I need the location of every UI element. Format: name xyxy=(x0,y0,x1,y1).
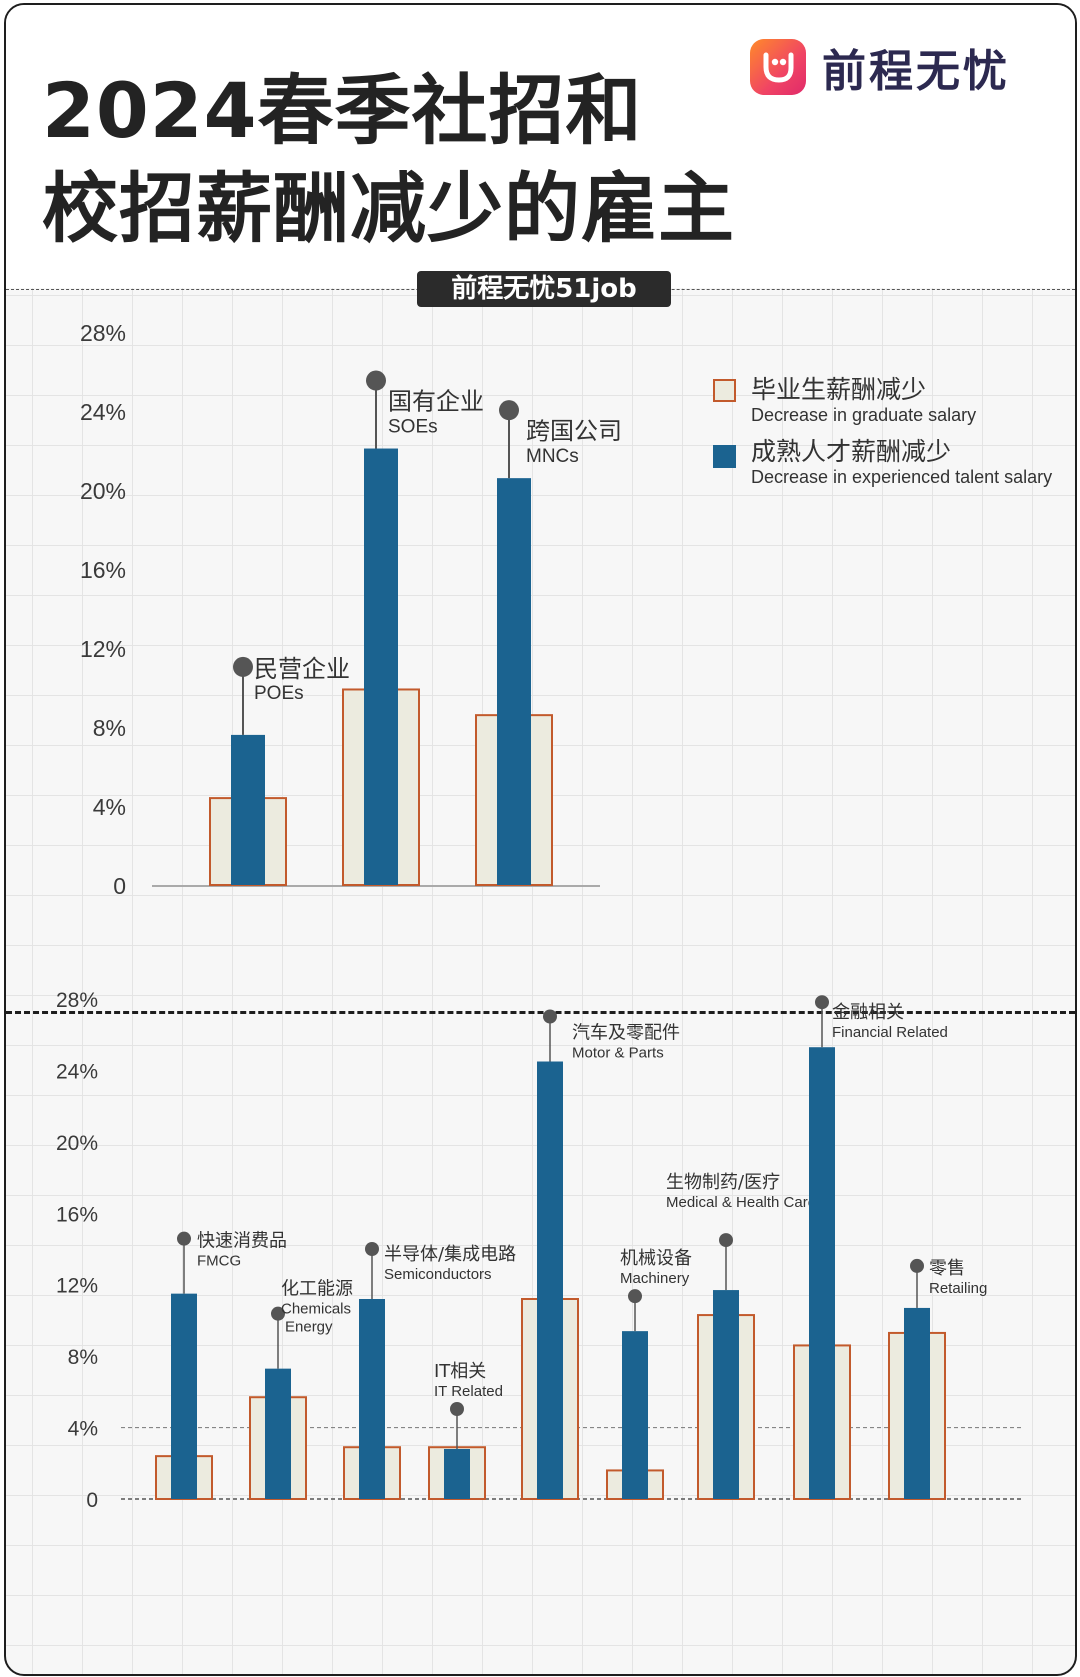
title-line-1: 2024春季社招和 xyxy=(42,66,643,155)
bar-experienced xyxy=(364,448,398,885)
infographic-frame: 2024春季社招和 校招薪酬减少的雇主 前程无忧 前程无忧51job 0 4% 8%… xyxy=(4,3,1077,1676)
category-label-cn: 快速消费品 xyxy=(197,1231,287,1252)
legend-swatch-graduate xyxy=(713,379,736,402)
marker-dot xyxy=(450,1402,464,1416)
y-tick-label: 4% xyxy=(93,794,126,820)
y-tick-label: 16% xyxy=(80,557,126,583)
category-label-en: Medical & Health Care xyxy=(666,1194,816,1211)
divider-middle xyxy=(6,1011,1075,1014)
category-label-cn: 化工能源 xyxy=(281,1279,353,1300)
y-tick-label: 0 xyxy=(113,873,126,899)
y-tick-label: 24% xyxy=(80,399,126,425)
category-label-en: Semiconductors xyxy=(384,1266,492,1283)
category-label-cn: 零售 xyxy=(929,1258,965,1279)
category-label-cn: 机械设备 xyxy=(620,1248,692,1269)
category-label-en: Retailing xyxy=(929,1280,987,1297)
marker-dot xyxy=(815,995,829,1010)
category-label-en: MNCs xyxy=(526,446,579,467)
bar-experienced xyxy=(359,1299,385,1499)
legend-swatch-experienced xyxy=(713,445,736,468)
bar-experienced xyxy=(904,1307,930,1499)
y-tick-label: 20% xyxy=(56,1132,98,1155)
legend-label-en: Decrease in experienced talent salary xyxy=(751,467,1052,487)
category-label-cn: 跨国公司 xyxy=(526,417,622,445)
marker-dot xyxy=(177,1231,191,1246)
bar-experienced xyxy=(444,1449,470,1499)
y-tick-label: 28% xyxy=(56,989,98,1012)
bar-experienced xyxy=(171,1293,197,1499)
y-tick-label: 12% xyxy=(56,1275,98,1298)
marker-dot xyxy=(233,656,253,677)
y-tick-label: 8% xyxy=(68,1346,98,1369)
category-label-cn: 金融相关 xyxy=(832,1002,904,1023)
bar-experienced xyxy=(265,1368,291,1499)
category-label-cn: IT相关 xyxy=(434,1361,486,1382)
category-label-cn: 半导体/集成电路 xyxy=(384,1244,516,1265)
bar-experienced xyxy=(809,1047,835,1499)
marker-dot xyxy=(366,370,386,391)
category-label-cn: 民营企业 xyxy=(254,655,350,683)
bar-experienced xyxy=(497,478,531,885)
bar-experienced xyxy=(537,1061,563,1499)
category-label-en: Chemicals Energy xyxy=(281,1301,351,1336)
category-label-en: Motor & Parts xyxy=(572,1045,664,1062)
y-tick-label: 4% xyxy=(68,1418,98,1441)
marker-dot xyxy=(499,400,519,421)
y-tick-label: 28% xyxy=(80,320,126,346)
marker-dot xyxy=(271,1306,285,1321)
bar-experienced xyxy=(622,1331,648,1499)
bar-experienced xyxy=(713,1290,739,1499)
category-label-en: IT Related xyxy=(434,1383,503,1400)
category-label-cn: 生物制药/医疗 xyxy=(666,1172,780,1193)
marker-dot xyxy=(719,1233,733,1248)
source-tag: 前程无忧51job xyxy=(417,271,671,307)
y-tick-label: 24% xyxy=(56,1060,98,1083)
bar-experienced xyxy=(231,734,265,885)
category-label-en: POEs xyxy=(254,683,304,704)
marker-dot xyxy=(910,1258,924,1273)
marker-dot xyxy=(543,1009,557,1024)
category-label-en: SOEs xyxy=(388,417,438,438)
category-label-cn: 汽车及零配件 xyxy=(572,1023,680,1044)
y-tick-label: 12% xyxy=(80,636,126,662)
y-tick-label: 16% xyxy=(56,1203,98,1226)
marker-dot xyxy=(628,1289,642,1304)
marker-dot xyxy=(365,1242,379,1256)
y-tick-label: 0 xyxy=(86,1489,98,1512)
legend-label-en: Decrease in graduate salary xyxy=(751,405,976,425)
brand-logo: 前程无忧 xyxy=(750,35,1010,99)
y-tick-label: 20% xyxy=(80,478,126,504)
legend-label-cn: 毕业生薪酬减少 xyxy=(751,375,926,404)
category-label-en: FMCG xyxy=(197,1253,241,1270)
brand-icon xyxy=(750,39,806,95)
title-line-2: 校招薪酬减少的雇主 xyxy=(42,164,735,253)
category-label-cn: 国有企业 xyxy=(388,388,484,416)
category-label-en: Machinery xyxy=(620,1270,690,1287)
category-label-en: Financial Related xyxy=(832,1024,948,1041)
legend-label-cn: 成熟人才薪酬减少 xyxy=(751,437,951,466)
brand-name: 前程无忧 xyxy=(822,46,1010,97)
y-tick-label: 8% xyxy=(93,715,126,741)
header: 2024春季社招和 校招薪酬减少的雇主 前程无忧 xyxy=(6,5,1075,288)
